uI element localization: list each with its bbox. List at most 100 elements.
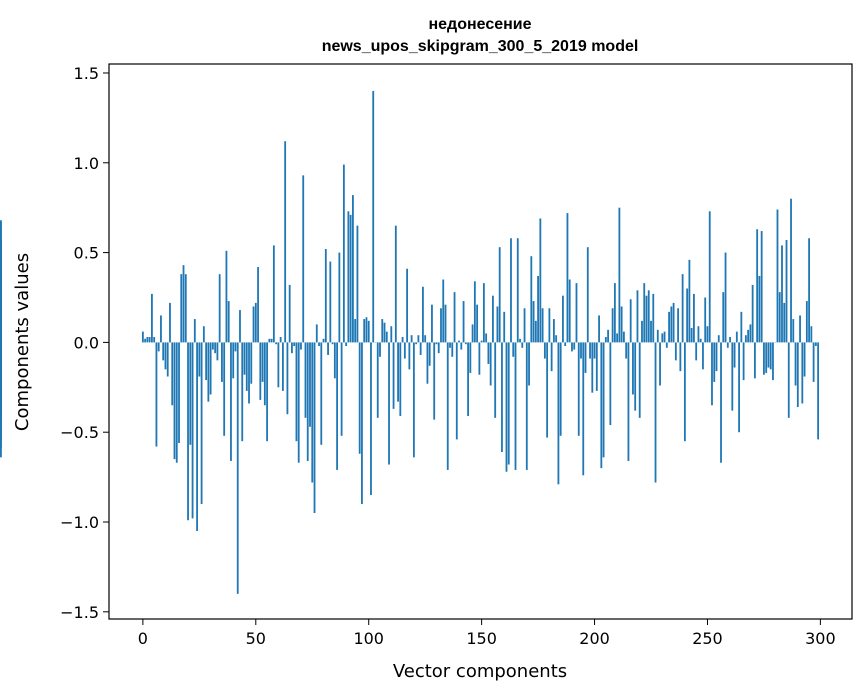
bar-212 [620,306,623,343]
bar-180 [548,308,551,343]
bar-68 [295,342,298,442]
bar-247 [699,338,702,343]
plot-frame [108,63,853,620]
bar-27 [202,326,205,343]
bar-276 [765,342,768,373]
bar-208 [611,308,614,343]
bar-260 [729,337,731,343]
bar-130 [435,342,438,345]
bar-225 [650,320,652,343]
bar-222 [643,283,646,343]
bar-108 [385,331,388,343]
bar-138 [453,292,456,343]
y-tick-label: −0.5 [60,423,99,442]
bar-150 [480,340,483,343]
bar-210 [616,333,619,343]
bar-289 [794,342,797,386]
bar-281 [776,209,779,343]
bar-279 [772,342,774,381]
bar-91 [347,211,350,343]
y-tick-label: 1.0 [74,154,99,173]
bar-28 [205,342,208,381]
bar-94 [354,319,357,343]
bar-116 [403,342,406,359]
bar-95 [356,225,359,343]
bar-209 [613,283,616,343]
bar-58 [272,245,275,343]
bar-140 [458,340,460,343]
bar-37 [225,250,228,343]
bar-10 [164,342,167,370]
bar-177 [541,308,544,343]
bar-173 [532,301,535,343]
bar-167 [519,338,521,343]
bar-50 [254,302,257,343]
bar-229 [659,342,661,386]
bar-288 [792,319,795,343]
bar-72 [304,342,307,418]
bar-165 [514,342,517,470]
bar-296 [810,326,813,343]
bar-198 [589,342,591,359]
bar-97 [361,342,363,505]
bar-251 [708,211,711,343]
bar-197 [586,247,589,343]
bar-152 [485,333,488,343]
bar-216 [629,299,632,343]
bar-1 [144,338,147,343]
bar-139 [455,342,458,440]
bar-215 [627,342,630,461]
bar-161 [505,342,508,472]
bar-275 [763,342,765,375]
bar-107 [383,322,386,343]
bar-132 [440,308,442,343]
bar-192 [575,283,578,343]
bar-120 [412,342,415,458]
bar-137 [451,342,454,357]
bar-127 [428,342,431,366]
bar-158 [498,247,501,343]
bar-189 [568,279,571,343]
bar-242 [688,259,691,343]
bar-261 [731,342,734,411]
bar-274 [760,231,763,343]
bar-277 [767,342,770,368]
bar-191 [573,342,576,350]
bar-44 [241,342,244,442]
bar-263 [735,331,738,343]
bar-194 [580,342,582,359]
bar-undefined [0,342,2,363]
bar-33 [216,342,219,361]
bar-136 [449,342,451,348]
bar-293 [803,342,806,377]
bar-142 [462,301,465,343]
bar-200 [593,342,596,359]
x-tick-label: 100 [353,629,384,648]
bar-291 [799,315,801,343]
bar-155 [492,295,494,343]
bar-187 [564,342,567,346]
bar-74 [309,342,311,427]
bar-292 [801,342,804,404]
bar-46 [245,342,248,391]
bar-270 [751,284,754,343]
bar-268 [747,329,750,343]
bar-179 [546,342,549,438]
bar-series [0,90,820,594]
bar-126 [426,342,429,384]
bar-123 [419,342,422,355]
bar-284 [783,302,786,343]
bar-234 [670,306,673,343]
bar-184 [557,342,560,485]
bar-287 [790,198,792,343]
bar-24 [196,342,198,531]
bar-87 [338,252,341,343]
bar-18 [182,265,185,343]
bar-186 [562,295,564,343]
bar-134 [444,304,447,343]
bar-undefined [0,320,2,343]
bar-166 [516,238,519,343]
bar-253 [713,342,716,382]
bar-188 [566,213,569,343]
y-tick-label: −1.5 [60,603,99,622]
